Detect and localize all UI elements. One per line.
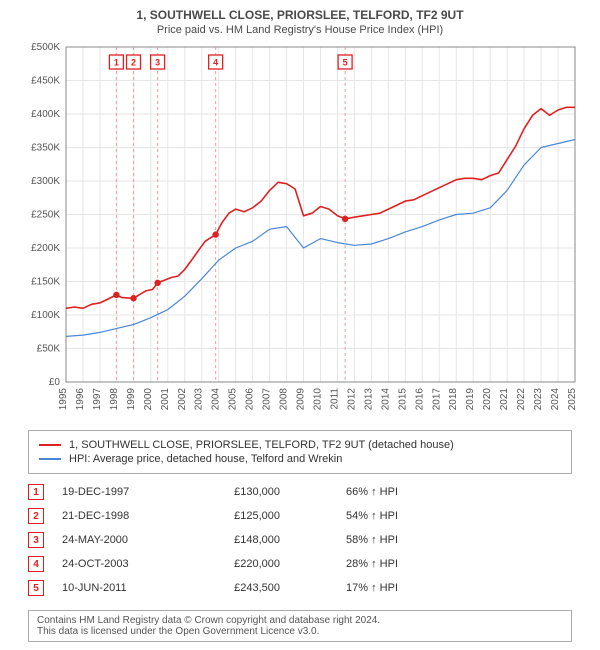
svg-text:1: 1 [114,57,119,67]
transaction-diff: 54% ↑ HPI [298,510,398,522]
transaction-diff: 17% ↑ HPI [298,582,398,594]
svg-text:£250K: £250K [31,210,60,221]
transaction-price: £148,000 [190,534,280,546]
transaction-marker: 4 [28,556,44,572]
svg-text:2017: 2017 [431,388,442,411]
svg-text:2016: 2016 [414,388,425,411]
svg-text:£500K: £500K [31,42,60,53]
svg-text:3: 3 [155,57,160,67]
legend-box: 1, SOUTHWELL CLOSE, PRIORSLEE, TELFORD, … [28,430,572,474]
transaction-diff: 58% ↑ HPI [298,534,398,546]
transaction-price: £130,000 [190,486,280,498]
svg-text:2023: 2023 [533,388,544,411]
transaction-date: 24-OCT-2003 [62,558,172,570]
svg-text:2014: 2014 [380,388,391,411]
legend-item: HPI: Average price, detached house, Telf… [39,453,561,465]
svg-text:£300K: £300K [31,176,60,187]
legend-swatch [39,444,61,446]
svg-text:1995: 1995 [58,388,69,411]
chart-title: 1, SOUTHWELL CLOSE, PRIORSLEE, TELFORD, … [10,8,590,22]
svg-text:£450K: £450K [31,76,60,87]
svg-text:2009: 2009 [296,388,307,411]
svg-text:2001: 2001 [160,388,171,411]
svg-text:1998: 1998 [109,388,120,411]
footer-line-2: This data is licensed under the Open Gov… [37,626,563,637]
svg-text:1997: 1997 [92,388,103,411]
svg-text:2025: 2025 [567,388,578,411]
transaction-row: 5 10-JUN-2011 £243,500 17% ↑ HPI [28,576,572,600]
transaction-price: £220,000 [190,558,280,570]
svg-text:1996: 1996 [75,388,86,411]
chart-area: £0 £50K £100K £150K £200K £250K £300K £350K £400… [20,42,580,422]
transaction-date: 24-MAY-2000 [62,534,172,546]
svg-text:4: 4 [213,57,218,67]
svg-text:2013: 2013 [363,388,374,411]
svg-text:2011: 2011 [329,388,340,410]
svg-text:2005: 2005 [228,388,239,411]
transaction-diff: 28% ↑ HPI [298,558,398,570]
svg-text:£50K: £50K [37,344,61,355]
svg-text:1999: 1999 [126,388,137,411]
svg-text:2024: 2024 [550,388,561,411]
svg-text:2010: 2010 [313,388,324,411]
legend-swatch [39,458,61,460]
footer-line-1: Contains HM Land Registry data © Crown c… [37,615,563,626]
svg-text:£400K: £400K [31,109,60,120]
transaction-date: 21-DEC-1998 [62,510,172,522]
chart-subtitle: Price paid vs. HM Land Registry's House … [10,24,590,36]
transaction-marker: 3 [28,532,44,548]
svg-text:£350K: £350K [31,143,60,154]
transaction-date: 10-JUN-2011 [62,582,172,594]
legend-label: HPI: Average price, detached house, Telf… [69,453,342,465]
transaction-row: 1 19-DEC-1997 £130,000 66% ↑ HPI [28,480,572,504]
transaction-row: 2 21-DEC-1998 £125,000 54% ↑ HPI [28,504,572,528]
svg-text:£200K: £200K [31,243,60,254]
svg-text:£0: £0 [49,377,61,388]
svg-text:£100K: £100K [31,310,60,321]
svg-text:£150K: £150K [31,277,60,288]
svg-text:2000: 2000 [143,388,154,411]
transaction-price: £243,500 [190,582,280,594]
transaction-marker: 2 [28,508,44,524]
transaction-row: 4 24-OCT-2003 £220,000 28% ↑ HPI [28,552,572,576]
svg-text:2004: 2004 [211,388,222,411]
svg-text:2012: 2012 [346,388,357,411]
svg-text:2003: 2003 [194,388,205,411]
legend-label: 1, SOUTHWELL CLOSE, PRIORSLEE, TELFORD, … [69,439,454,451]
svg-text:2008: 2008 [279,388,290,411]
svg-text:2015: 2015 [397,388,408,411]
svg-text:2006: 2006 [245,388,256,411]
transaction-marker: 1 [28,484,44,500]
legend-item: 1, SOUTHWELL CLOSE, PRIORSLEE, TELFORD, … [39,439,561,451]
svg-text:5: 5 [343,57,348,67]
svg-text:2002: 2002 [177,388,188,411]
svg-text:2007: 2007 [262,388,273,411]
transaction-diff: 66% ↑ HPI [298,486,398,498]
svg-text:2018: 2018 [448,388,459,411]
price-line-chart: £0 £50K £100K £150K £200K £250K £300K £350K £400… [20,42,580,422]
transaction-marker: 5 [28,580,44,596]
transaction-date: 19-DEC-1997 [62,486,172,498]
svg-text:2: 2 [131,57,136,67]
transaction-row: 3 24-MAY-2000 £148,000 58% ↑ HPI [28,528,572,552]
svg-text:2019: 2019 [465,388,476,411]
svg-text:2020: 2020 [482,388,493,411]
svg-text:2022: 2022 [516,388,527,411]
footer-attribution: Contains HM Land Registry data © Crown c… [28,610,572,642]
transactions-table: 1 19-DEC-1997 £130,000 66% ↑ HPI 2 21-DEC-199… [28,480,572,600]
svg-text:2021: 2021 [499,388,510,411]
transaction-price: £125,000 [190,510,280,522]
chart-card: 1, SOUTHWELL CLOSE, PRIORSLEE, TELFORD, … [0,0,600,650]
